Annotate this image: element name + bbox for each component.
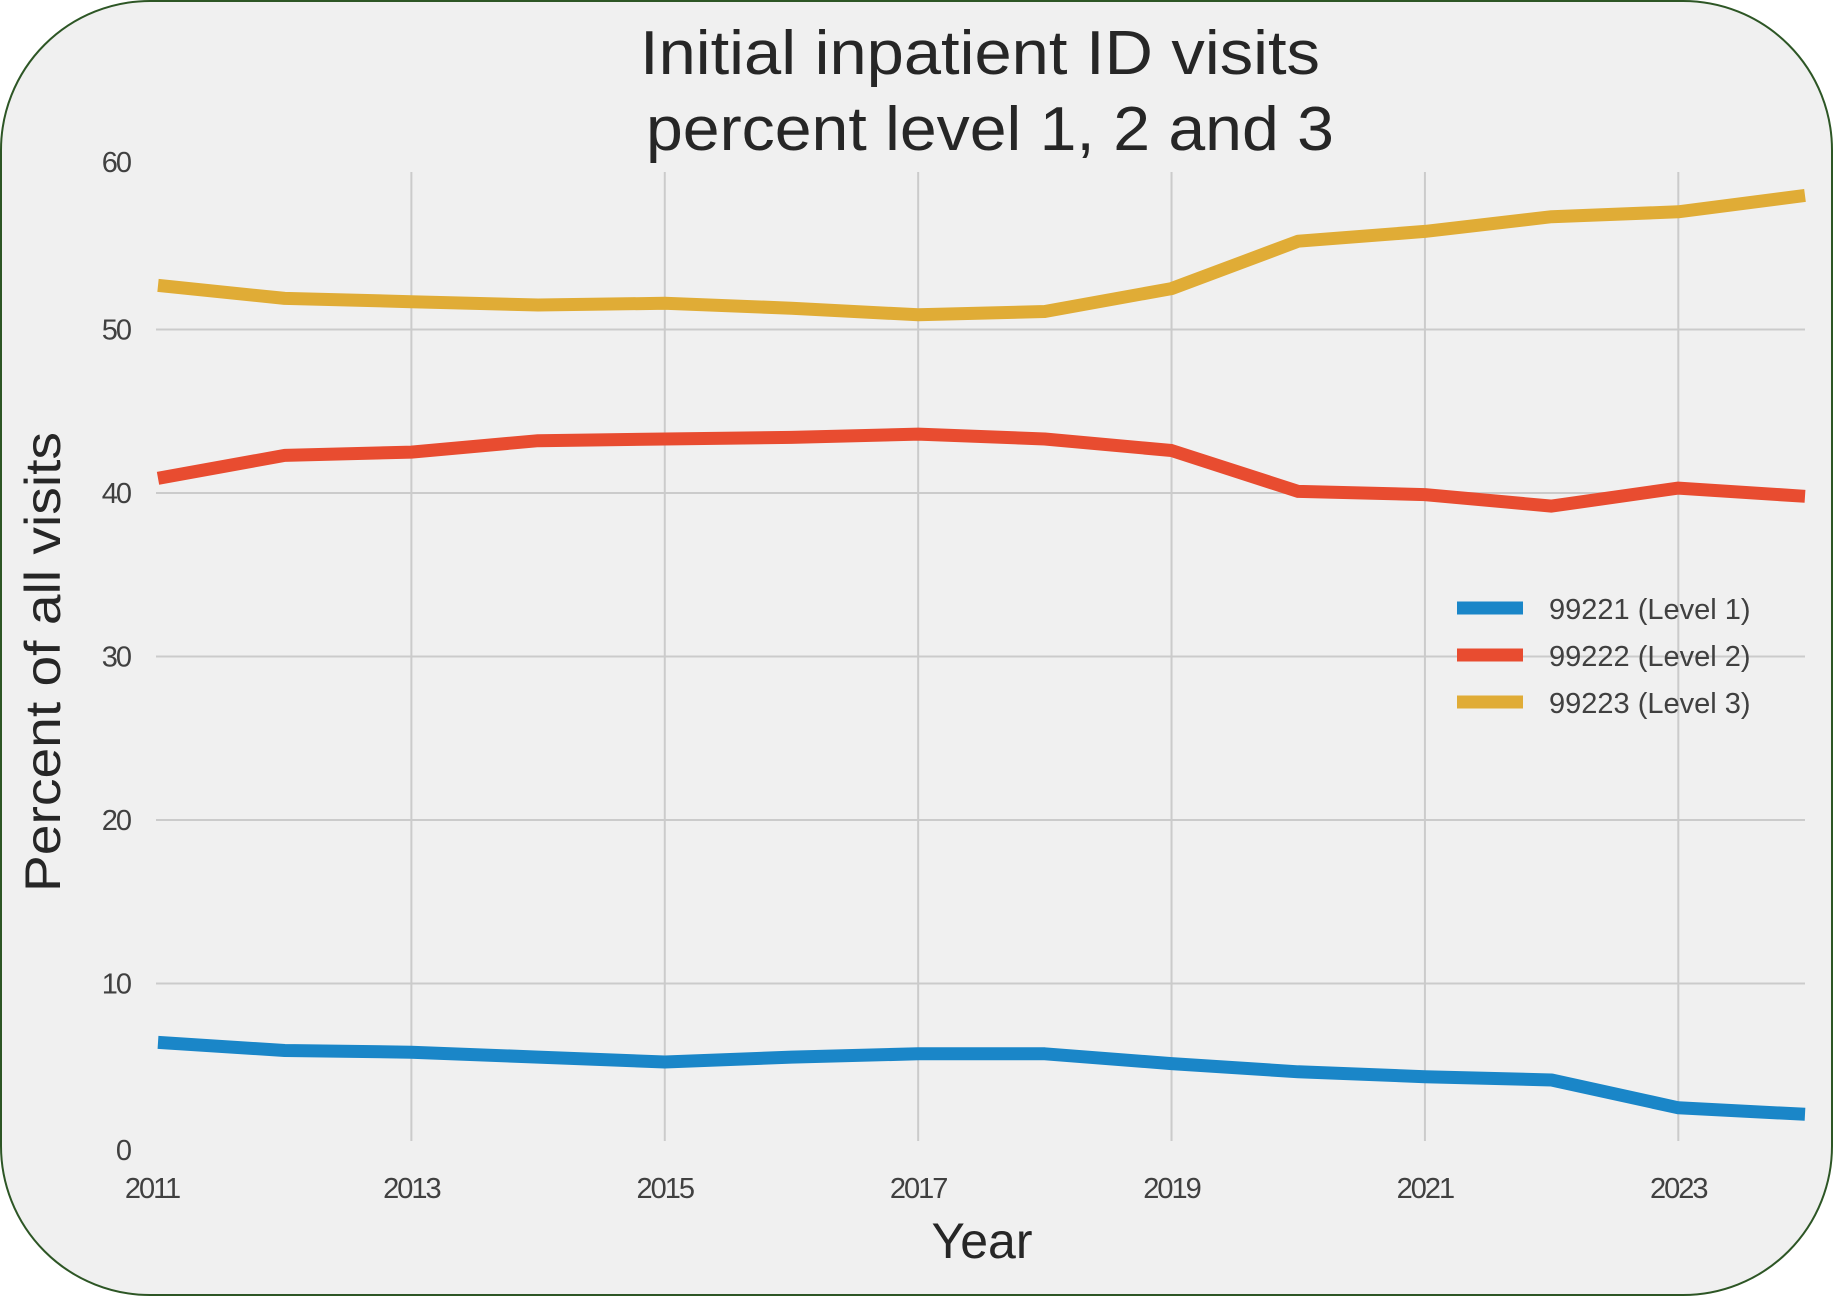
series-line-1 xyxy=(157,1035,1806,1121)
y-tick-label: 50 xyxy=(102,315,131,347)
y-tick-label: 40 xyxy=(102,478,131,510)
y-gridlines xyxy=(156,328,1805,985)
x-gridlines xyxy=(410,172,1680,1141)
y-tick-label: 30 xyxy=(102,642,131,674)
chart-title-line-1: Initial inpatient ID visits xyxy=(640,19,1320,88)
y-tick-label: 10 xyxy=(102,969,131,1001)
chart-title-line-2: percent level 1, 2 and 3 xyxy=(646,95,1334,164)
x-tick-labels: 2011 2013 2015 2017 2019 2021 2023 xyxy=(125,1173,1710,1205)
y-tick-label: 20 xyxy=(102,805,131,837)
y-tick-labels: 0 10 20 30 40 50 60 xyxy=(102,147,133,1167)
legend-label: 99223 (Level 3) xyxy=(1549,688,1751,720)
y-axis-label: Percent of all visits xyxy=(15,432,71,892)
chart-title: Initial inpatient ID visits percent leve… xyxy=(640,19,1334,164)
x-tick-label: 2019 xyxy=(1143,1173,1200,1205)
legend-item: 99223 (Level 3) xyxy=(1457,688,1751,720)
legend: 99221 (Level 1) 99222 (Level 2) 99223 (Lev… xyxy=(1457,594,1751,720)
series-line-2 xyxy=(156,427,1806,513)
x-tick-label: 2021 xyxy=(1397,1173,1454,1205)
legend-label: 99221 (Level 1) xyxy=(1549,594,1751,626)
y-tick-label: 0 xyxy=(116,1135,131,1167)
series-line-3 xyxy=(157,188,1806,322)
legend-label: 99222 (Level 2) xyxy=(1549,641,1751,673)
x-tick-label: 2015 xyxy=(637,1173,694,1205)
x-axis-label: Year xyxy=(931,1213,1032,1269)
legend-item: 99221 (Level 1) xyxy=(1457,594,1751,626)
x-tick-label: 2011 xyxy=(125,1173,180,1205)
legend-item: 99222 (Level 2) xyxy=(1457,641,1751,673)
series-lines xyxy=(156,188,1806,1121)
x-tick-label: 2017 xyxy=(890,1173,947,1205)
x-tick-label: 2013 xyxy=(383,1173,440,1205)
x-tick-label: 2023 xyxy=(1650,1173,1707,1205)
y-tick-label: 60 xyxy=(102,147,131,179)
